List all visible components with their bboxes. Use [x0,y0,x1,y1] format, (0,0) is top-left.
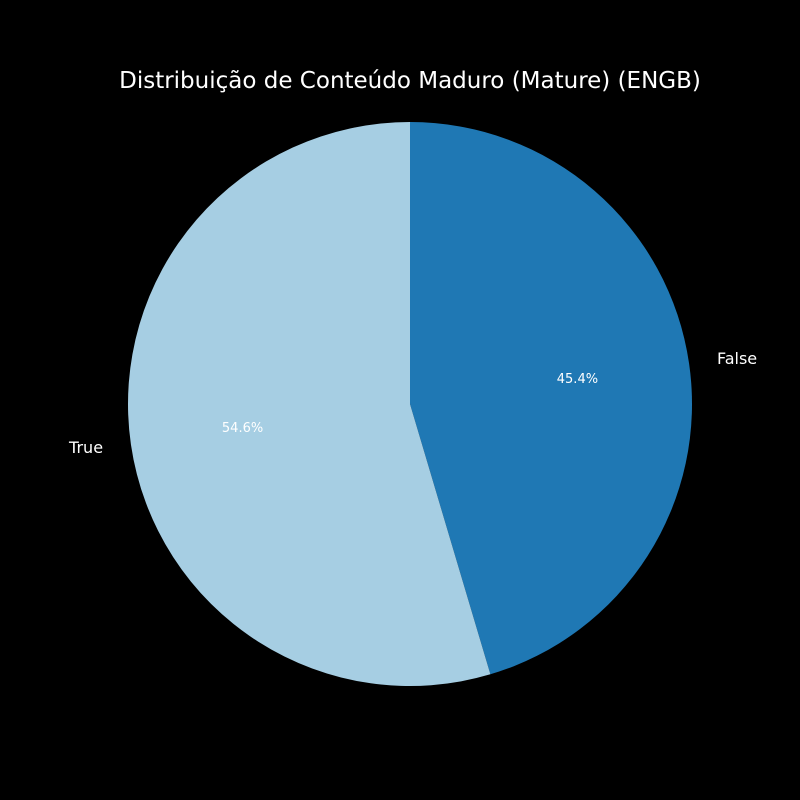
pie-slice-true [128,122,491,686]
slice-percent-true: 54.6% [222,421,263,436]
slice-percent-false: 45.4% [557,372,598,387]
chart-title: Distribuição de Conteúdo Maduro (Mature)… [119,68,701,94]
slice-label-true: True [68,438,103,457]
pie-labels: False 45.4% True 54.6% [68,349,757,457]
pie-slice-false [410,122,693,675]
pie-slices [128,122,693,686]
slice-label-false: False [717,349,757,368]
